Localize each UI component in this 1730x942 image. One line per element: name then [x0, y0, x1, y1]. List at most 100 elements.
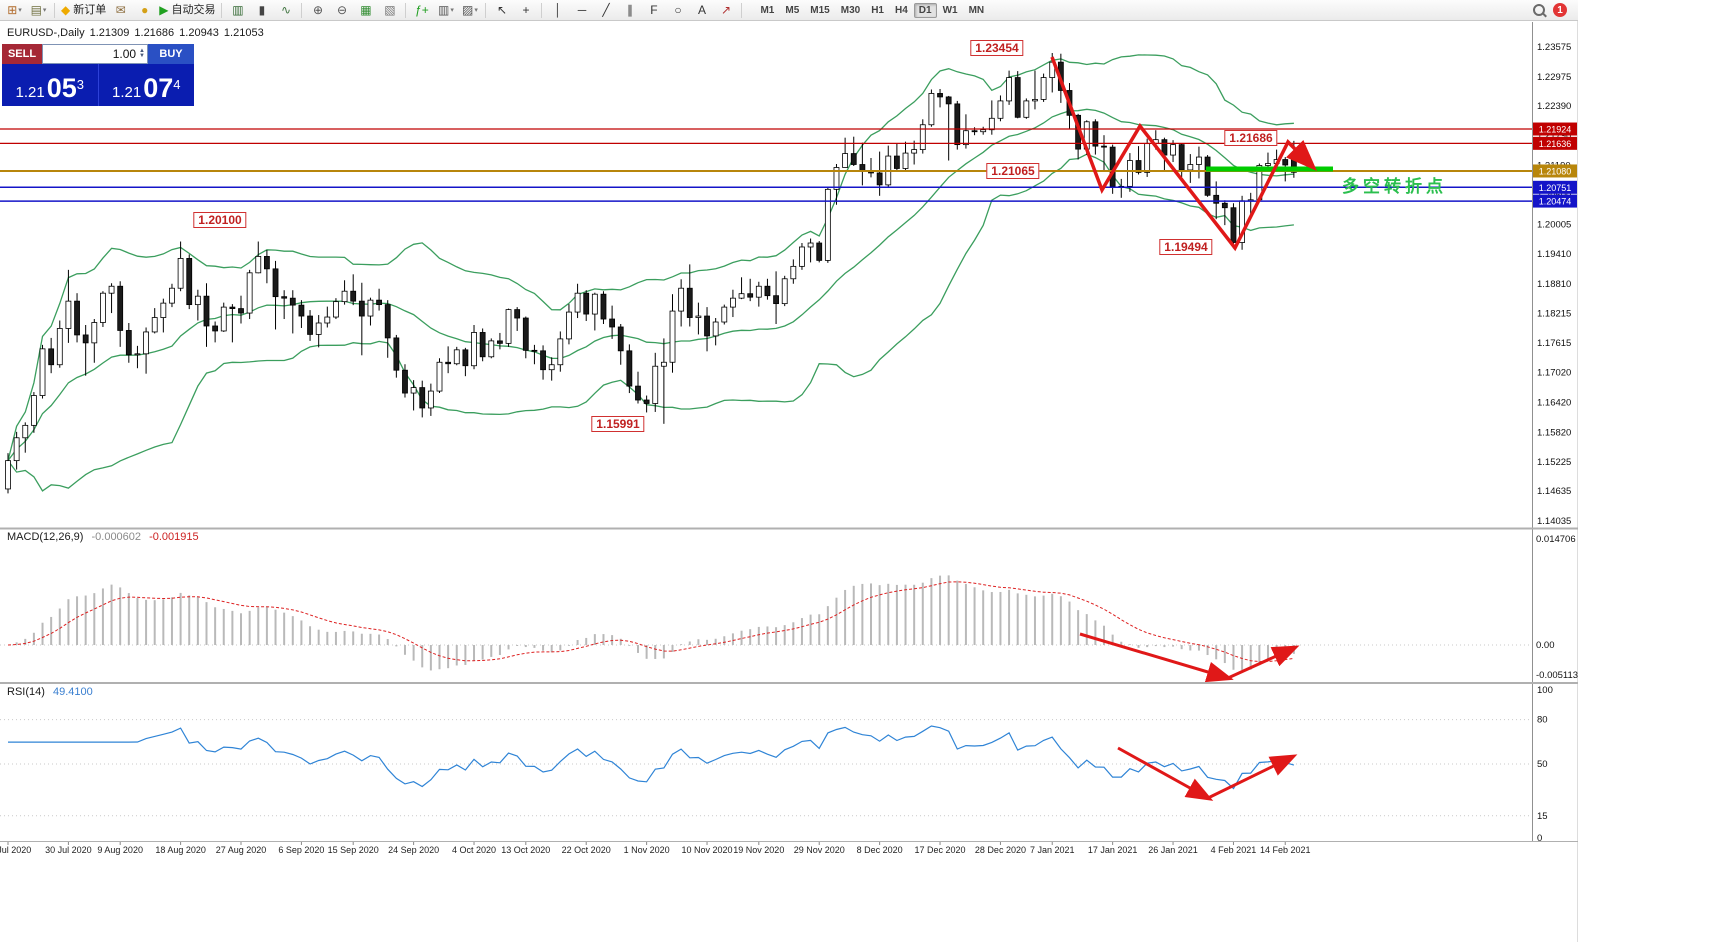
templates-icon[interactable]: ▨ ▾ — [462, 3, 478, 17]
volume-stepper[interactable]: ▲ ▼ — [139, 48, 145, 59]
bid-pips: 05 — [46, 73, 77, 103]
svg-text:1.21080: 1.21080 — [1539, 166, 1572, 176]
ask-pips: 07 — [143, 73, 174, 103]
indicator-trend-arrow — [1227, 645, 1300, 680]
bid-price-button[interactable]: 1.21 05 3 — [2, 64, 98, 106]
price-label-annotation[interactable]: 1.20100 — [193, 212, 247, 228]
rsi-value: 49.4100 — [52, 686, 93, 698]
new-order-icon[interactable]: ◆ 新订单 — [61, 3, 107, 17]
timeframe-m30[interactable]: M30 — [840, 4, 861, 16]
one-click-trading-panel: SELL 1.00 ▲ ▼ BUY 1.21 05 3 1.21 07 4 — [2, 44, 194, 106]
svg-text:80: 80 — [1537, 715, 1548, 726]
svg-text:1.16420: 1.16420 — [1537, 398, 1571, 409]
chart-window[interactable]: 1.235751.229751.223901.217901.211901.206… — [0, 0, 1578, 942]
new-chart-icon[interactable]: ⊞ ▾ — [7, 3, 22, 17]
timeframe-mn[interactable]: MN — [968, 4, 985, 16]
price-trend-arrow — [1050, 56, 1317, 252]
price-label-annotation[interactable]: 1.23454 — [970, 40, 1024, 56]
toolbar-separator — [741, 2, 743, 18]
toolbar-separator — [301, 2, 303, 18]
svg-text:1.14635: 1.14635 — [1537, 486, 1571, 497]
cascade-windows-icon[interactable]: ▧ — [384, 3, 396, 17]
macd-panel — [0, 575, 1532, 671]
zoom-out-icon[interactable]: ⊖ — [336, 3, 347, 17]
shapes-icon[interactable]: ○ — [674, 3, 682, 17]
price-label-annotation[interactable]: 1.15991 — [591, 416, 645, 432]
timeframe-m1[interactable]: M1 — [760, 4, 775, 16]
toolbar-separator — [485, 2, 487, 18]
date-axis[interactable]: 21 Jul 2020 30 Jul 2020 9 Aug 2020 18 Aug 2… — [0, 841, 1578, 856]
indicators-icon[interactable]: ƒ+ — [415, 3, 429, 17]
mailbox-icon[interactable]: ✉ — [115, 3, 126, 17]
svg-text:4 Feb 2021: 4 Feb 2021 — [1211, 845, 1257, 855]
svg-text:0.00: 0.00 — [1536, 640, 1555, 651]
rsi-title: RSI(14) — [7, 686, 45, 698]
svg-text:1.21790: 1.21790 — [1537, 131, 1571, 142]
svg-text:50: 50 — [1537, 759, 1548, 770]
svg-text:15: 15 — [1537, 811, 1548, 822]
fibonacci-icon[interactable]: F — [650, 3, 658, 17]
svg-text:13 Oct 2020: 13 Oct 2020 — [501, 845, 550, 855]
macd-signal-value: -0.001915 — [149, 531, 199, 543]
volume-input[interactable]: 1.00 ▲ ▼ — [42, 44, 148, 64]
timeframe-d1[interactable]: D1 — [913, 2, 937, 18]
arrows-tool-icon[interactable]: ↗ — [720, 3, 731, 17]
svg-text:28 Dec 2020: 28 Dec 2020 — [975, 845, 1026, 855]
chart-canvas[interactable]: 1.235751.229751.223901.217901.211901.206… — [0, 0, 1578, 942]
svg-text:100: 100 — [1537, 685, 1553, 696]
svg-text:1.21924: 1.21924 — [1539, 125, 1572, 135]
candles-icon[interactable]: ▮ — [258, 3, 266, 17]
buy-button[interactable]: BUY — [148, 44, 194, 64]
timeframe-h4[interactable]: H4 — [894, 4, 908, 16]
timeframe-m5[interactable]: M5 — [785, 4, 800, 16]
svg-text:24 Sep 2020: 24 Sep 2020 — [388, 845, 439, 855]
quote-symbol: EURUSD-,Daily — [7, 27, 85, 39]
vertical-line-icon[interactable]: │ — [554, 3, 562, 17]
main-toolbar: ⊞ ▾ ▤ ▾ ◆ 新订单 ✉ ● ▶ 自动交易 ▥ ▮ ∿ ⊕ ⊖ ▦ ▧ ƒ+ ▥ ▾ ▨ ▾ ↖ + │ ─ ╱ ∥ F ○ A ↗ M… — [0, 0, 1578, 21]
svg-text:19 Nov 2020: 19 Nov 2020 — [733, 845, 784, 855]
svg-text:1.20005: 1.20005 — [1537, 219, 1571, 230]
indicator-trend-arrow — [1079, 632, 1234, 683]
drawn-objects — [1050, 56, 1333, 801]
turning-point-note[interactable]: 多空转折点 — [1342, 177, 1447, 196]
timeframe-m15[interactable]: M15 — [810, 4, 830, 16]
profiles-icon[interactable]: ▤ ▾ — [30, 3, 47, 17]
horizontal-line-icon[interactable]: ─ — [577, 3, 587, 17]
svg-text:1.18215: 1.18215 — [1537, 308, 1571, 319]
tile-windows-icon[interactable]: ▦ — [360, 3, 372, 17]
bars-icon[interactable]: ▥ — [232, 3, 244, 17]
svg-text:30 Jul 2020: 30 Jul 2020 — [45, 845, 92, 855]
svg-text:1.20474: 1.20474 — [1539, 197, 1572, 207]
timeframe-h1[interactable]: H1 — [871, 4, 884, 16]
quote-open: 1.21309 — [89, 27, 130, 39]
rsi-panel — [0, 719, 1532, 817]
svg-text:0: 0 — [1537, 833, 1542, 844]
sell-button[interactable]: SELL — [2, 44, 42, 64]
periods-icon[interactable]: ▥ ▾ — [438, 3, 454, 17]
price-axis[interactable]: 1.235751.229751.223901.217901.211901.206… — [1532, 22, 1579, 844]
toolbar-separator — [221, 2, 223, 18]
channel-icon[interactable]: ∥ — [626, 3, 633, 17]
zoom-in-icon[interactable]: ⊕ — [312, 3, 323, 17]
toolbar-separator — [54, 2, 55, 18]
svg-text:17 Jan 2021: 17 Jan 2021 — [1088, 845, 1138, 855]
svg-text:1.15225: 1.15225 — [1537, 457, 1571, 468]
timeframe-w1[interactable]: W1 — [942, 4, 958, 16]
bid-big: 1.21 — [15, 84, 45, 101]
price-label-annotation[interactable]: 1.21065 — [986, 163, 1040, 179]
svg-text:29 Nov 2020: 29 Nov 2020 — [794, 845, 845, 855]
autotrade-icon[interactable]: ▶ 自动交易 — [159, 3, 216, 17]
trendline-icon[interactable]: ╱ — [602, 3, 610, 17]
search-icon[interactable] — [1533, 4, 1545, 16]
crosshair-icon[interactable]: + — [522, 3, 530, 17]
text-icon[interactable]: A — [697, 3, 706, 17]
community-icon[interactable]: ● — [141, 3, 149, 17]
quote-close: 1.21053 — [223, 27, 264, 39]
line-chart-icon[interactable]: ∿ — [280, 3, 291, 17]
notification-badge[interactable]: 1 — [1553, 3, 1567, 17]
cursor-icon[interactable]: ↖ — [496, 3, 507, 17]
ask-point: 4 — [173, 77, 181, 92]
price-label-annotation[interactable]: 1.21686 — [1224, 130, 1278, 146]
ask-price-button[interactable]: 1.21 07 4 — [97, 64, 195, 106]
price-label-annotation[interactable]: 1.19494 — [1159, 239, 1213, 255]
